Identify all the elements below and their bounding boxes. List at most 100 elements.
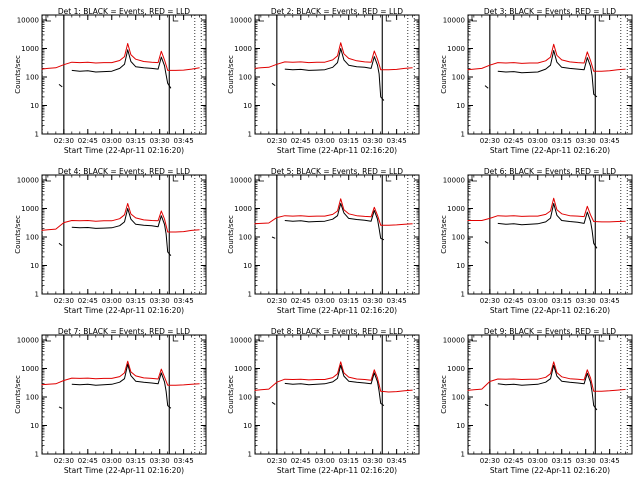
y-tick-label: 10000: [443, 337, 465, 345]
chart-title: Det 7: BLACK = Events, RED = LLD: [58, 327, 190, 336]
x-tick-label: 03:00: [102, 297, 122, 305]
x-tick-label: 03:45: [600, 457, 620, 465]
y-tick-label: 100: [452, 394, 465, 402]
y-tick-label: 1000: [447, 205, 465, 213]
x-tick-label: 02:30: [267, 457, 287, 465]
y-axis-label: Counts/sec: [227, 55, 235, 94]
panel-det-6: Det 6: BLACK = Events, RED = LLD 1 10 100 10…: [440, 167, 633, 315]
x-tick-label: 03:45: [600, 137, 620, 145]
x-tick-label: 03:15: [126, 457, 146, 465]
x-tick-label: 03:15: [339, 457, 359, 465]
y-tick-label: 1000: [234, 365, 252, 373]
lld-series-line: [254, 42, 413, 71]
corner-bracket: [258, 15, 264, 22]
panel-det-2: Det 2: BLACK = Events, RED = LLD 1 10 100 10…: [227, 7, 420, 155]
y-tick-label: 1: [461, 291, 465, 299]
x-tick-label: 03:45: [387, 297, 407, 305]
y-tick-label: 1: [461, 451, 465, 459]
events-series-line: [58, 49, 172, 89]
y-axis-label: Counts/sec: [440, 215, 448, 254]
y-tick-label: 1: [248, 131, 252, 139]
y-tick-label: 10: [30, 102, 39, 110]
events-series-line: [271, 364, 385, 407]
x-axis-label: Start Time (22-Apr-11 02:16:20): [64, 306, 184, 315]
x-tick-label: 02:30: [54, 137, 74, 145]
lld-series-line: [467, 43, 626, 72]
corner-bracket: [258, 335, 264, 342]
lld-series-line: [254, 361, 413, 393]
y-tick-label: 1000: [21, 205, 39, 213]
chart-title: Det 1: BLACK = Events, RED = LLD: [58, 7, 190, 16]
x-tick-label: 03:15: [339, 297, 359, 305]
x-tick-label: 03:00: [102, 137, 122, 145]
y-tick-label: 10000: [443, 17, 465, 25]
x-tick-label: 03:00: [102, 457, 122, 465]
corner-bracket: [45, 175, 51, 182]
y-tick-label: 10: [456, 102, 465, 110]
x-tick-label: 02:30: [480, 297, 500, 305]
x-tick-label: 03:00: [315, 137, 335, 145]
corner-bracket: [172, 15, 179, 22]
lld-series-line: [254, 198, 413, 226]
x-tick-label: 02:30: [267, 137, 287, 145]
x-axis-label: Start Time (22-Apr-11 02:16:20): [490, 306, 610, 315]
x-axis-label: Start Time (22-Apr-11 02:16:20): [277, 306, 397, 315]
x-tick-label: 03:30: [576, 457, 596, 465]
events-series-line: [58, 363, 172, 409]
corner-bracket: [598, 335, 605, 342]
x-tick-label: 02:45: [291, 137, 311, 145]
y-tick-label: 10: [456, 422, 465, 430]
y-tick-label: 1000: [234, 205, 252, 213]
lld-series-line: [41, 360, 200, 386]
y-tick-label: 1: [248, 291, 252, 299]
plot-frame: [467, 174, 633, 295]
x-tick-label: 02:45: [291, 457, 311, 465]
y-tick-label: 10: [456, 262, 465, 270]
corner-bracket: [385, 335, 392, 342]
y-tick-label: 1000: [21, 45, 39, 53]
y-tick-label: 1: [35, 451, 39, 459]
y-tick-label: 100: [239, 74, 252, 82]
x-tick-label: 02:45: [504, 297, 524, 305]
lld-series-line: [467, 197, 626, 223]
lld-series-line: [467, 361, 626, 392]
y-tick-label: 10: [243, 102, 252, 110]
x-tick-label: 03:00: [315, 457, 335, 465]
panel-det-5: Det 5: BLACK = Events, RED = LLD 1 10 100 10…: [227, 167, 420, 315]
x-tick-label: 02:45: [291, 297, 311, 305]
chart-title: Det 5: BLACK = Events, RED = LLD: [271, 167, 403, 176]
x-tick-label: 02:45: [504, 457, 524, 465]
x-tick-label: 03:45: [174, 137, 194, 145]
y-tick-label: 1: [35, 291, 39, 299]
x-axis-label: Start Time (22-Apr-11 02:16:20): [277, 466, 397, 475]
events-series-line: [484, 364, 598, 411]
y-tick-label: 10000: [17, 337, 39, 345]
x-tick-label: 02:45: [504, 137, 524, 145]
x-tick-label: 03:15: [552, 297, 572, 305]
y-tick-label: 100: [26, 394, 39, 402]
x-tick-label: 02:30: [480, 457, 500, 465]
corner-bracket: [45, 335, 51, 342]
corner-bracket: [45, 15, 51, 22]
events-series-line: [484, 50, 598, 98]
chart-title: Det 4: BLACK = Events, RED = LLD: [58, 167, 190, 176]
x-tick-label: 02:30: [480, 137, 500, 145]
x-tick-label: 03:30: [150, 297, 170, 305]
corner-bracket: [471, 335, 477, 342]
y-tick-label: 10: [30, 262, 39, 270]
y-tick-label: 1: [248, 451, 252, 459]
x-tick-label: 03:15: [126, 297, 146, 305]
y-tick-label: 10000: [443, 177, 465, 185]
y-tick-label: 1000: [447, 45, 465, 53]
x-tick-label: 02:30: [267, 297, 287, 305]
y-tick-label: 10: [243, 262, 252, 270]
x-tick-label: 03:30: [576, 137, 596, 145]
y-tick-label: 10000: [17, 177, 39, 185]
events-series-line: [484, 203, 598, 249]
x-tick-label: 02:30: [54, 457, 74, 465]
y-axis-label: Counts/sec: [227, 375, 235, 414]
corner-bracket: [598, 15, 605, 22]
events-series-line: [58, 208, 172, 257]
x-tick-label: 03:30: [576, 297, 596, 305]
